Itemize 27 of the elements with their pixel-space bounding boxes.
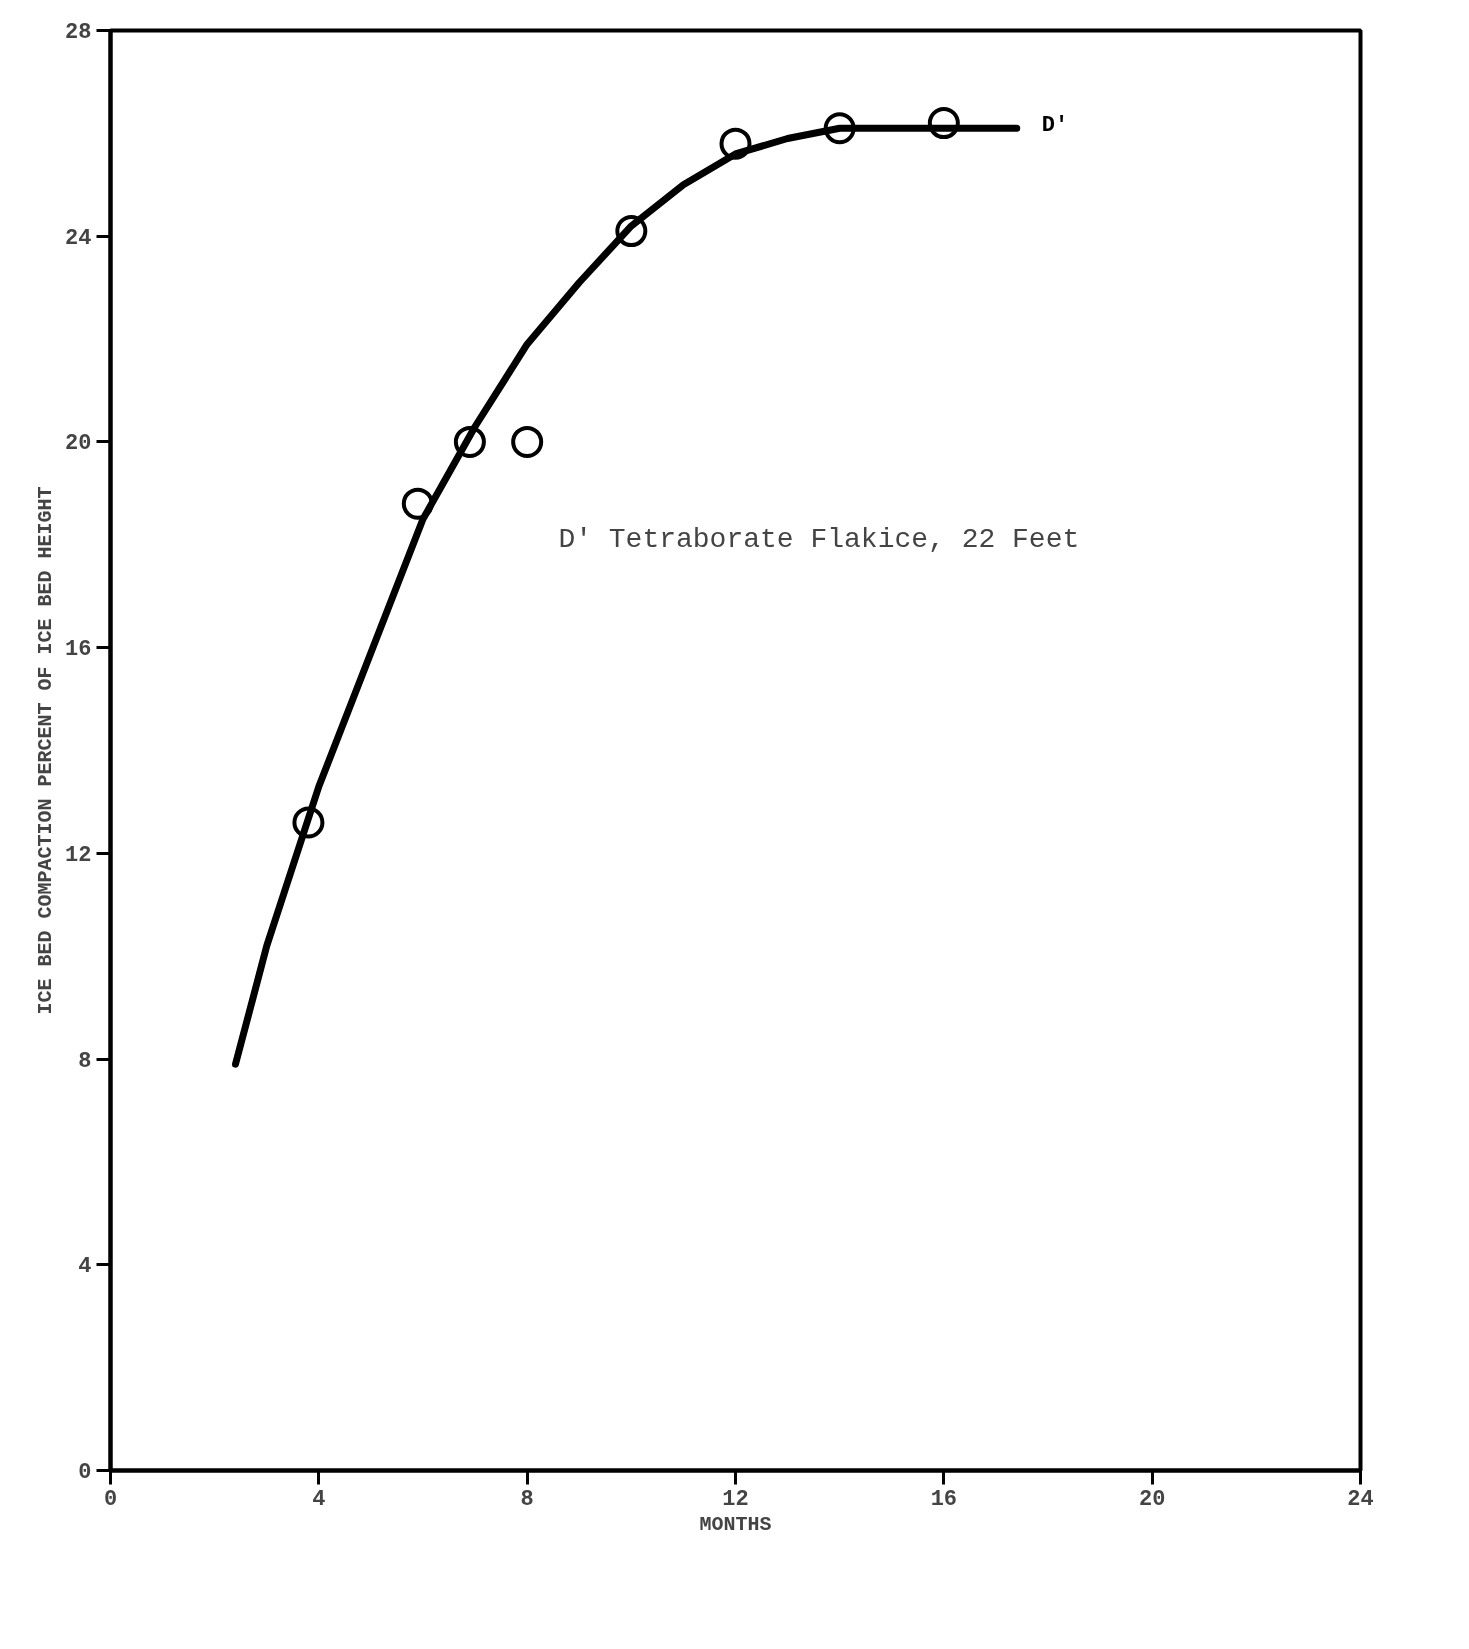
y-axis-title: ICE BED COMPACTION PERCENT OF ICE BED HEIGHT <box>34 486 58 1015</box>
point <box>927 107 960 140</box>
point <box>292 806 325 839</box>
x-tick-label: 16 <box>930 1486 958 1512</box>
point <box>401 487 434 520</box>
x-tick-label: 4 <box>312 1486 326 1512</box>
annotation: D' Tetraborate Flakice, 22 Feet <box>558 524 1080 556</box>
y-tick-label: 12 <box>65 842 92 868</box>
point <box>823 112 856 145</box>
y-tick-label: 20 <box>65 431 92 457</box>
y-tick-label: 8 <box>78 1048 92 1074</box>
y-tick-label: 0 <box>78 1460 92 1485</box>
y-tick-label: 28 <box>65 20 92 45</box>
point <box>511 425 544 458</box>
y-tick-label: 24 <box>65 225 92 251</box>
x-tick-label: 0 <box>103 1486 118 1512</box>
y-tick-label: 4 <box>78 1254 92 1280</box>
point <box>719 127 752 160</box>
x-axis-title: MONTHS <box>699 1512 772 1536</box>
point <box>453 425 486 458</box>
x-tick-label: 20 <box>1138 1486 1166 1512</box>
point <box>615 215 648 248</box>
y-tick-label: 16 <box>65 637 92 663</box>
x-tick-label: 8 <box>520 1486 534 1512</box>
x-tick-label: 12 <box>722 1486 749 1512</box>
series-label: D' <box>1041 113 1069 139</box>
x-tick-label: 24 <box>1347 1486 1374 1512</box>
